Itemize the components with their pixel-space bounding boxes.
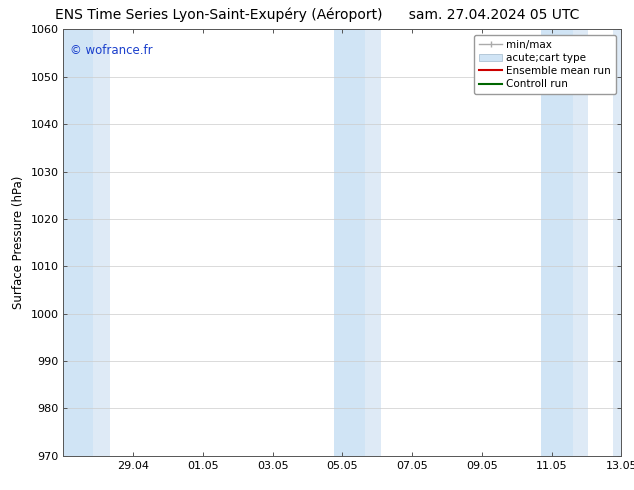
Y-axis label: Surface Pressure (hPa): Surface Pressure (hPa)	[12, 176, 25, 309]
Legend: min/max, acute;cart type, Ensemble mean run, Controll run: min/max, acute;cart type, Ensemble mean …	[474, 35, 616, 95]
Bar	[333, 29, 365, 456]
Bar	[612, 29, 621, 456]
Bar	[541, 29, 573, 456]
Bar	[93, 29, 110, 456]
Bar	[63, 29, 93, 456]
Bar	[573, 29, 588, 456]
Text: ENS Time Series Lyon-Saint-Exupéry (Aéroport)      sam. 27.04.2024 05 UTC: ENS Time Series Lyon-Saint-Exupéry (Aéro…	[55, 7, 579, 22]
Bar	[365, 29, 380, 456]
Text: © wofrance.fr: © wofrance.fr	[70, 44, 153, 57]
